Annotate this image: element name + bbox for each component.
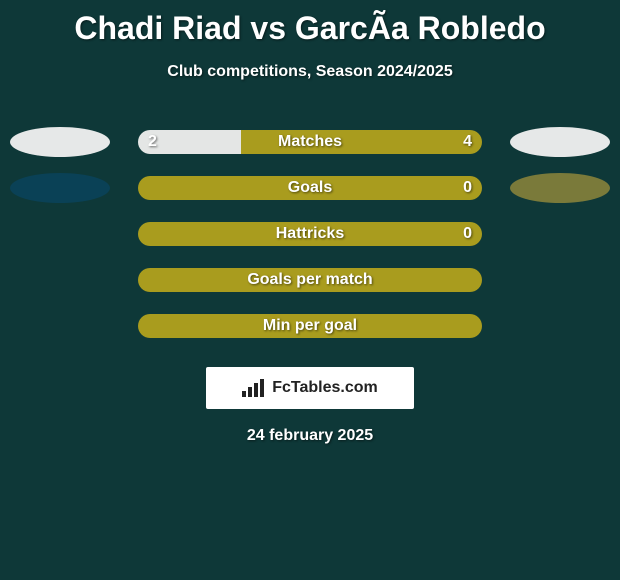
- comparison-infographic: Chadi Riad vs GarcÃ­a Robledo Club compe…: [0, 0, 620, 580]
- stat-bar-track: [138, 314, 482, 338]
- stat-bar-track: [138, 222, 482, 246]
- stat-value-right: 4: [463, 130, 472, 154]
- stat-bar-track: [138, 176, 482, 200]
- stat-bar-right-segment: [241, 130, 482, 154]
- stat-bar-right-segment: [138, 222, 482, 246]
- stat-value-left: 2: [148, 130, 157, 154]
- stat-row: Min per goal: [0, 303, 620, 349]
- stat-bar-right-segment: [138, 268, 482, 292]
- player-right-ellipse: [510, 127, 610, 157]
- stat-bar-right-segment: [138, 314, 482, 338]
- stat-bar-right-segment: [138, 176, 482, 200]
- page-title: Chadi Riad vs GarcÃ­a Robledo: [0, 0, 620, 47]
- player-right-ellipse: [510, 173, 610, 203]
- page-subtitle: Club competitions, Season 2024/2025: [0, 63, 620, 81]
- stat-bar-track: [138, 130, 482, 154]
- stat-row: Matches24: [0, 119, 620, 165]
- stat-row: Hattricks0: [0, 211, 620, 257]
- stat-row: Goals per match: [0, 257, 620, 303]
- player-left-ellipse: [10, 173, 110, 203]
- stat-rows: Matches24Goals0Hattricks0Goals per match…: [0, 119, 620, 349]
- stat-value-right: 0: [463, 176, 472, 200]
- stat-value-right: 0: [463, 222, 472, 246]
- stat-row: Goals0: [0, 165, 620, 211]
- date-label: 24 february 2025: [0, 427, 620, 445]
- player-left-ellipse: [10, 127, 110, 157]
- brand-text: FcTables.com: [272, 379, 378, 397]
- stat-bar-track: [138, 268, 482, 292]
- brand-bars-icon: [242, 379, 266, 397]
- brand-badge: FcTables.com: [206, 367, 414, 409]
